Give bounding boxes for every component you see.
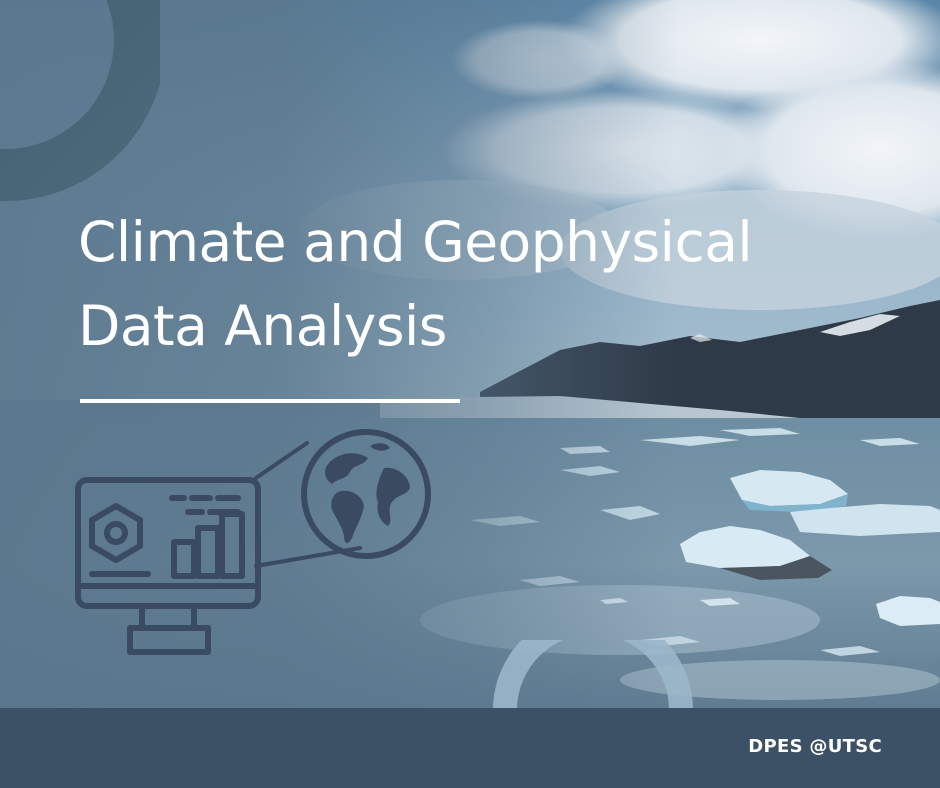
footer-credit: DPES @UTSC bbox=[748, 736, 882, 757]
title-underline bbox=[80, 399, 460, 403]
data-analysis-illustration bbox=[75, 429, 431, 655]
title-line-2: Data Analysis bbox=[78, 294, 447, 358]
monitor-dashboard-icon bbox=[75, 477, 261, 655]
bar-chart-icon bbox=[171, 511, 245, 579]
hexagon-nut-icon bbox=[89, 503, 143, 563]
footer-bar bbox=[0, 708, 940, 788]
globe-icon bbox=[301, 429, 431, 559]
globe-continents bbox=[325, 443, 410, 544]
connector-line-top bbox=[254, 441, 309, 480]
page-title: Climate and Geophysical Data Analysis bbox=[78, 200, 898, 368]
title-line-1: Climate and Geophysical bbox=[78, 210, 753, 274]
